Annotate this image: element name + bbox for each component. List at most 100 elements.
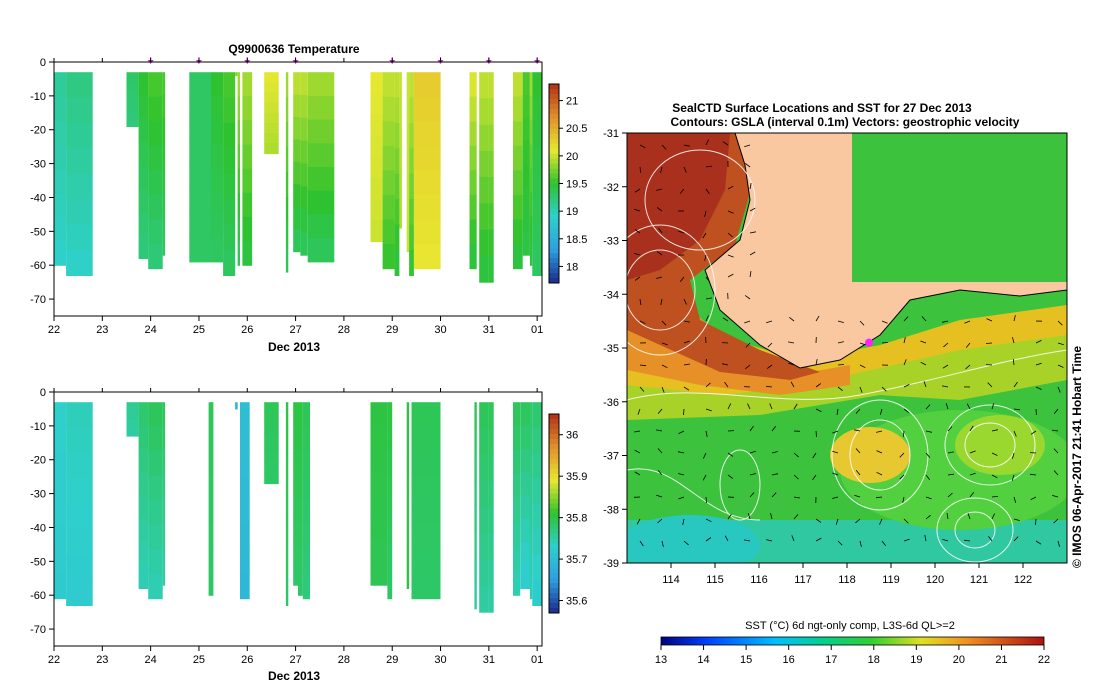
- y-tick-label: -40: [30, 192, 46, 204]
- profile-cell: [406, 402, 410, 427]
- colorbar-step: [549, 94, 559, 100]
- velocity-vector: [660, 166, 663, 173]
- profile-cell: [242, 72, 253, 97]
- profile-cell: [237, 72, 240, 97]
- profile-cell: [406, 72, 410, 96]
- map-x-tick-label: 121: [970, 574, 988, 586]
- profile-cell: [264, 82, 279, 94]
- profile-cell: [513, 72, 523, 98]
- y-tick-label: -20: [30, 125, 46, 137]
- profile-cell: [474, 428, 477, 455]
- velocity-vector: [727, 254, 734, 258]
- profile-cell: [126, 427, 139, 433]
- profile-cell: [469, 145, 477, 171]
- profile-cell: [211, 214, 224, 239]
- profile-cell: [414, 145, 441, 171]
- velocity-vector: [634, 208, 641, 212]
- profile-cell: [54, 144, 67, 170]
- profile-cell: [138, 118, 149, 143]
- velocity-vector: [1011, 474, 1015, 481]
- velocity-vector: [925, 514, 931, 520]
- profile-cell: [66, 554, 93, 581]
- velocity-vector: [793, 403, 798, 410]
- profile-cell: [382, 244, 395, 270]
- profile-cell: [302, 451, 310, 477]
- velocity-vector: [660, 298, 663, 305]
- velocity-vector: [835, 518, 839, 525]
- profile-cell: [66, 503, 93, 530]
- profile-cell: [126, 406, 139, 412]
- velocity-vector: [1052, 429, 1059, 432]
- velocity-vector: [942, 320, 949, 323]
- velocity-vector: [1013, 315, 1016, 322]
- profile-cell: [285, 247, 289, 273]
- profile-cell: [189, 190, 211, 215]
- velocity-vector: [966, 403, 971, 410]
- velocity-vector: [749, 207, 756, 212]
- velocity-vector: [1057, 342, 1064, 346]
- profile-cell: [264, 112, 279, 124]
- profile-cell: [387, 475, 393, 501]
- velocity-vector: [766, 320, 773, 324]
- colorbar-step: [549, 578, 559, 584]
- velocity-vector: [704, 254, 707, 261]
- profile-cell: [126, 72, 139, 80]
- profile-cell: [148, 524, 163, 551]
- profile-cell: [138, 541, 149, 566]
- profile-cell: [298, 498, 303, 524]
- profile-cell: [520, 472, 530, 496]
- profile-cell: [293, 184, 301, 208]
- profile-cell: [307, 95, 335, 121]
- profile-cell: [513, 474, 521, 500]
- velocity-vector: [964, 539, 971, 542]
- velocity-vector: [986, 318, 993, 322]
- velocity-vector: [657, 470, 663, 476]
- profile-cell: [293, 206, 301, 230]
- profile-cell: [394, 148, 400, 175]
- profile-cell: [488, 98, 494, 126]
- profile-cell: [138, 495, 149, 520]
- profile-cell: [211, 238, 224, 263]
- profile-cell: [532, 453, 542, 479]
- velocity-vector: [793, 474, 799, 480]
- velocity-vector: [727, 185, 734, 190]
- profile-cell: [532, 427, 542, 454]
- velocity-vector: [634, 430, 641, 433]
- profile-cell: [522, 186, 530, 210]
- map-subtitle: Contours: GSLA (interval 0.1m) Vectors: …: [671, 115, 1020, 129]
- profile-cell: [394, 123, 400, 149]
- velocity-vector: [705, 165, 712, 168]
- velocity-vector: [881, 342, 889, 344]
- colorbar-step: [549, 458, 559, 465]
- velocity-vector: [791, 535, 795, 542]
- profile-cell: [148, 72, 163, 98]
- profile-cell: [479, 255, 489, 283]
- profile-cell: [406, 94, 410, 118]
- velocity-vector: [815, 359, 818, 366]
- profile-cell: [208, 426, 214, 451]
- profile-cell: [189, 167, 211, 192]
- profile-cell: [242, 168, 253, 194]
- profile-cell: [138, 425, 149, 450]
- velocity-vector: [854, 494, 861, 498]
- x-tick-label: 31: [483, 654, 495, 666]
- colorbar-step: [549, 253, 559, 259]
- profile-cell: [237, 241, 240, 266]
- profile-cell: [387, 549, 393, 575]
- colorbar-step: [549, 203, 559, 209]
- velocity-vector: [1057, 540, 1060, 547]
- colorbar-step: [549, 213, 559, 219]
- colorbar-step: [549, 438, 559, 445]
- profile-cell: [300, 140, 308, 165]
- velocity-vector: [925, 452, 931, 458]
- colorbar-step: [549, 128, 559, 135]
- colorbar-step: [549, 198, 559, 204]
- profile-cell: [162, 470, 166, 495]
- velocity-vector: [678, 473, 685, 476]
- profile-cell: [126, 92, 139, 100]
- profile-cell: [406, 139, 410, 163]
- velocity-vector: [943, 342, 949, 348]
- colorbar-frame: [548, 413, 560, 614]
- colorbar-step: [549, 553, 559, 559]
- profile-cell: [479, 533, 489, 561]
